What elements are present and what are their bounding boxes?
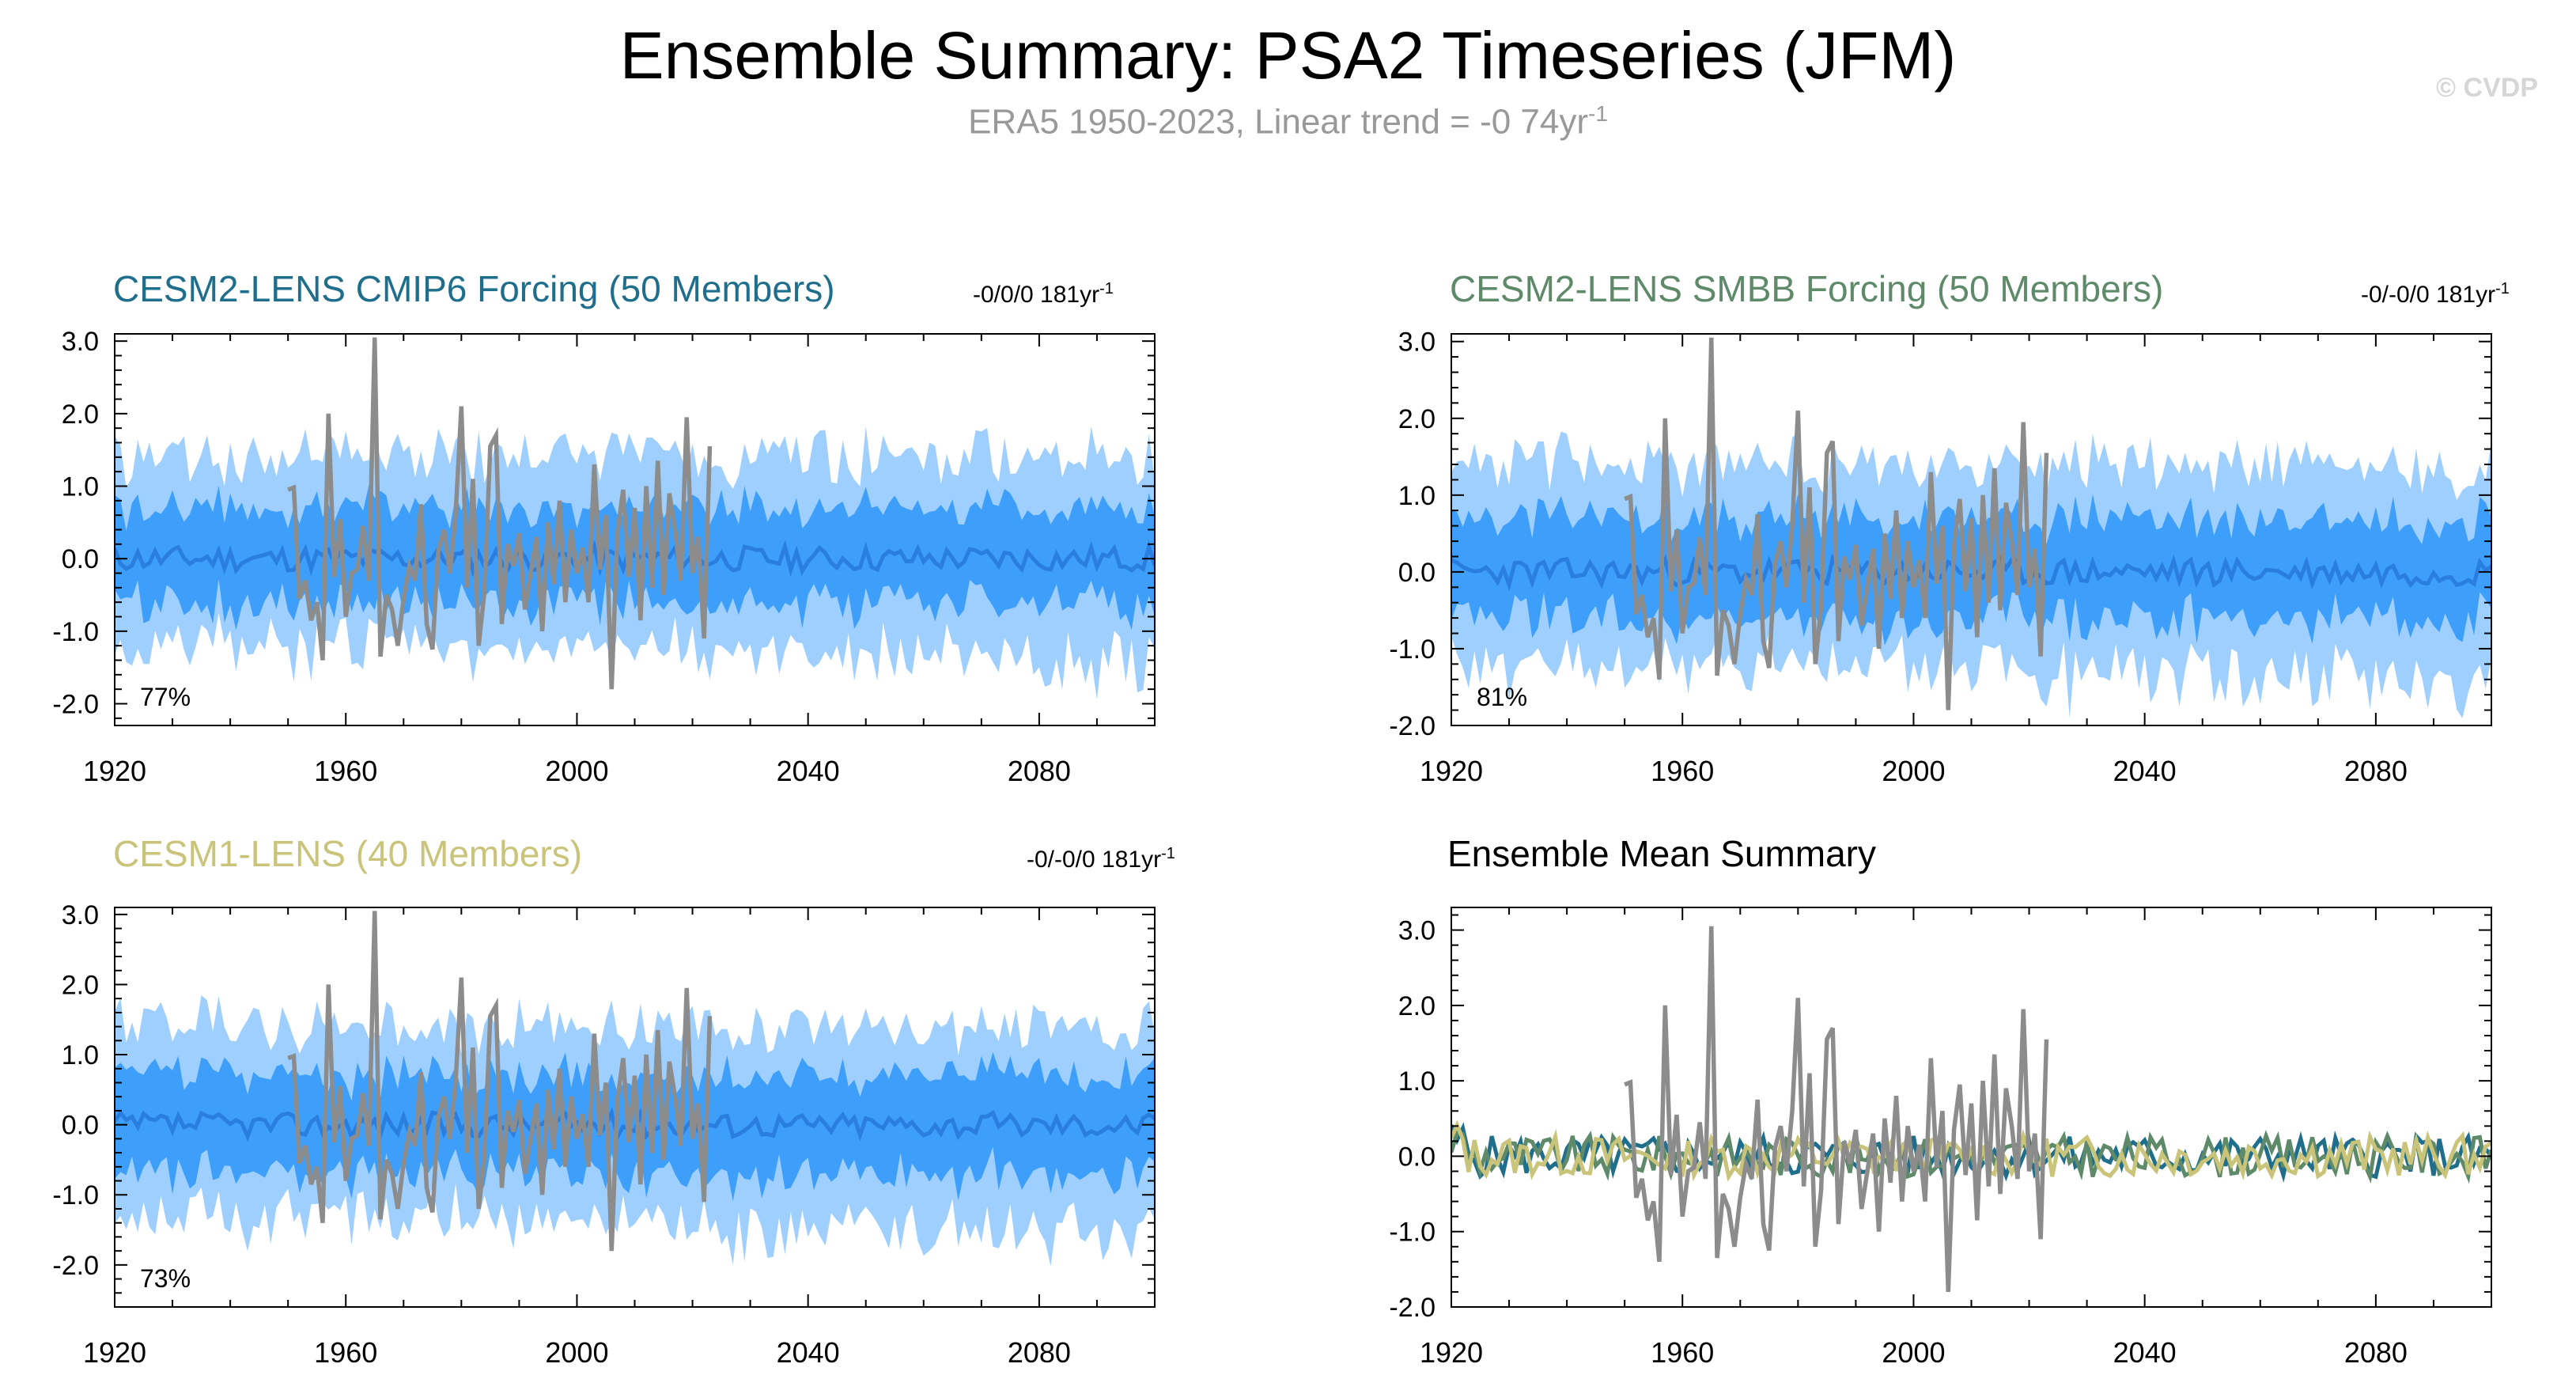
percent-label: 73% xyxy=(140,1264,191,1293)
panel-4-title: Ensemble Mean Summary xyxy=(1447,833,1876,874)
y-tick-label: 3.0 xyxy=(62,900,99,930)
y-tick-label: 1.0 xyxy=(1398,481,1436,511)
y-tick-label: -2.0 xyxy=(52,1251,99,1281)
panel-1-trend: -0/0/0 181yr-1 xyxy=(973,280,1114,308)
panel-4-chart: 1920 1960 2000 2040 2080 3.0 2.0 1.0 0.0 -1.0 -2.0 xyxy=(1389,907,2492,1369)
y-tick-label: -2.0 xyxy=(52,690,99,720)
watermark: © CVDP xyxy=(2436,73,2538,103)
y-tick-label: 0.0 xyxy=(1398,558,1436,588)
x-tick-label: 1960 xyxy=(1651,755,1714,787)
x-tick-label: 2040 xyxy=(777,1336,840,1369)
panel-1-chart: 1920 1960 2000 2040 2080 3.0 2.0 1.0 0.0 -1.0 -2.0… xyxy=(52,327,1156,787)
y-tick-label: -2.0 xyxy=(1389,711,1436,741)
panel-2-title: CESM2-LENS SMBB Forcing (50 Members) xyxy=(1450,268,2164,309)
percent-label: 81% xyxy=(1477,683,1527,711)
y-tick-label: -1.0 xyxy=(52,617,99,647)
x-tick-label: 1920 xyxy=(1420,1336,1483,1369)
y-tick-label: -1.0 xyxy=(1389,634,1436,665)
x-tick-label: 1960 xyxy=(314,1336,377,1369)
y-tick-label: 2.0 xyxy=(1398,404,1436,434)
y-tick-label: 0.0 xyxy=(1398,1142,1436,1172)
y-tick-label: -1.0 xyxy=(1389,1218,1436,1248)
x-tick-label: 2040 xyxy=(2113,755,2177,787)
x-tick-label: 2000 xyxy=(545,1336,608,1369)
ensemble-mean-line xyxy=(115,539,1155,578)
x-tick-label: 1960 xyxy=(1651,1336,1714,1369)
y-tick-label: 0.0 xyxy=(62,544,99,574)
panel-2-trend: -0/-0/0 181yr-1 xyxy=(2361,280,2510,308)
x-tick-label: 2000 xyxy=(1882,755,1945,787)
figure-title: Ensemble Summary: PSA2 Timeseries (JFM) xyxy=(619,18,1957,93)
y-tick-label: -2.0 xyxy=(1389,1293,1436,1323)
y-tick-label: 3.0 xyxy=(1398,916,1436,946)
percent-label: 77% xyxy=(140,683,191,711)
panel-1-title: CESM2-LENS CMIP6 Forcing (50 Members) xyxy=(113,268,835,309)
y-tick-label: 1.0 xyxy=(62,472,99,502)
panel-3-trend: -0/-0/0 181yr-1 xyxy=(1027,845,1175,873)
era5-observation-line xyxy=(287,911,713,1252)
x-tick-label: 1920 xyxy=(1420,755,1483,787)
figure-subtitle: ERA5 1950-2023, Linear trend = -0 74yr-1 xyxy=(968,101,1608,142)
panel-3-chart: 1920 1960 2000 2040 2080 3.0 2.0 1.0 0.0 -1.0 -2.0… xyxy=(52,900,1156,1369)
y-tick-label: 2.0 xyxy=(62,400,99,430)
panel-3-title: CESM1-LENS (40 Members) xyxy=(113,833,583,874)
y-tick-label: 0.0 xyxy=(62,1111,99,1141)
x-tick-label: 1960 xyxy=(314,755,377,787)
ensemble-mean-line xyxy=(115,1106,1155,1142)
x-tick-label: 2000 xyxy=(1882,1336,1945,1369)
x-tick-label: 2080 xyxy=(2344,1336,2408,1369)
era5-observation-line xyxy=(287,337,713,690)
y-tick-label: 1.0 xyxy=(62,1040,99,1070)
y-tick-label: 2.0 xyxy=(1398,991,1436,1021)
x-tick-label: 1920 xyxy=(83,1336,146,1369)
x-tick-label: 2080 xyxy=(1008,755,1071,787)
ensemble-mean-line xyxy=(1451,553,2491,592)
x-tick-label: 1920 xyxy=(83,755,146,787)
y-tick-label: 2.0 xyxy=(62,970,99,1000)
x-tick-label: 2080 xyxy=(2344,755,2408,787)
y-tick-label: 3.0 xyxy=(1398,328,1436,358)
panel-2-chart: 1920 1960 2000 2040 2080 3.0 2.0 1.0 0.0 -1.0 -2.0… xyxy=(1389,328,2492,787)
x-tick-label: 2040 xyxy=(2113,1336,2177,1369)
y-tick-label: 1.0 xyxy=(1398,1066,1436,1097)
x-tick-label: 2040 xyxy=(777,755,840,787)
y-tick-label: 3.0 xyxy=(62,327,99,357)
era5-observation-line xyxy=(1624,926,2049,1293)
y-tick-label: -1.0 xyxy=(52,1180,99,1210)
ensemble-mean-series-smbb xyxy=(1451,1129,2491,1184)
x-tick-label: 2080 xyxy=(1008,1336,1071,1369)
ensemble-mean-series-cmip6 xyxy=(1451,1122,2491,1183)
era5-observation-line xyxy=(1624,337,2049,710)
x-tick-label: 2000 xyxy=(545,755,608,787)
ensemble-spread-inner xyxy=(1451,491,2491,646)
